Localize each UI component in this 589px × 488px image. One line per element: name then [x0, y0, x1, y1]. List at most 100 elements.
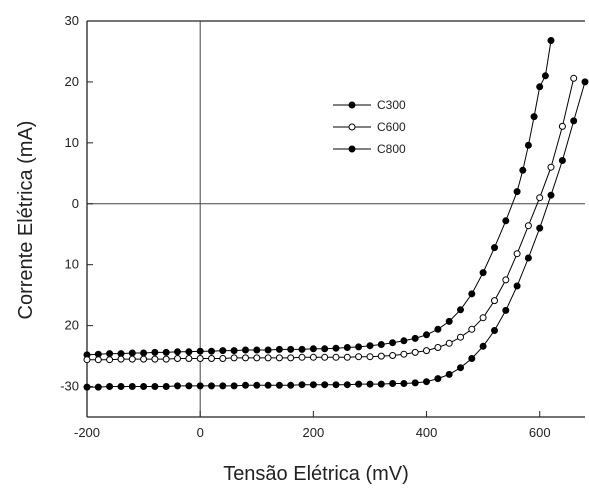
data-point-c800	[106, 383, 114, 390]
data-point-c600	[536, 194, 544, 202]
data-point-c300	[524, 141, 532, 149]
x-tick-label: 400	[416, 425, 438, 440]
data-point-c800	[264, 381, 272, 389]
data-point-c300	[275, 345, 283, 353]
data-point-c300	[400, 337, 408, 345]
data-point-c800	[253, 381, 261, 389]
plot-frame	[86, 20, 585, 418]
data-point-c800	[298, 381, 306, 389]
data-point-c600	[275, 354, 283, 362]
data-point-c300	[513, 188, 521, 196]
data-point-c600	[491, 297, 498, 305]
data-point-c300	[457, 306, 464, 314]
y-tick-label: 20	[65, 318, 79, 333]
data-point-c300	[541, 72, 549, 80]
data-point-c300	[140, 349, 148, 357]
data-point-c800	[208, 382, 215, 390]
data-point-c600	[83, 356, 91, 364]
data-point-c600	[366, 353, 374, 361]
data-point-c300	[174, 348, 181, 356]
data-point-c600	[106, 356, 114, 364]
data-point-c800	[491, 327, 498, 334]
data-point-c300	[162, 348, 170, 356]
data-point-c600	[264, 354, 272, 362]
data-point-c800	[457, 364, 464, 372]
data-point-c600	[547, 163, 555, 171]
data-point-c600	[479, 314, 487, 322]
data-point-c800	[570, 117, 578, 125]
data-point-c800	[355, 380, 363, 388]
data-point-c300	[343, 344, 351, 351]
data-point-c300	[355, 343, 363, 351]
data-point-c600	[377, 352, 385, 360]
data-point-c600	[151, 355, 159, 363]
data-point-c600	[502, 276, 510, 284]
data-point-c800	[423, 378, 430, 386]
data-point-c600	[355, 353, 363, 361]
legend-marker-c600	[348, 123, 356, 131]
data-point-c800	[128, 383, 136, 390]
x-tick-label: 200	[303, 425, 325, 440]
data-point-c800	[309, 381, 317, 389]
data-point-c800	[321, 381, 329, 389]
data-point-c800	[513, 282, 521, 290]
series-c300	[83, 37, 555, 359]
data-point-c300	[519, 166, 527, 174]
data-point-c800	[558, 157, 566, 164]
data-point-c300	[491, 244, 498, 252]
x-tick-label: 600	[529, 425, 551, 440]
data-point-c300	[128, 349, 136, 357]
data-point-c300	[230, 347, 238, 355]
data-point-c300	[298, 345, 306, 353]
data-point-c800	[377, 380, 385, 388]
data-point-c600	[242, 354, 249, 362]
data-point-c800	[242, 381, 249, 389]
data-point-c300	[219, 347, 227, 355]
data-point-c600	[411, 348, 419, 356]
data-point-c600	[457, 333, 464, 341]
data-point-c600	[321, 353, 329, 361]
legend-marker-c800	[348, 145, 356, 153]
y-tick-label: 10	[65, 135, 79, 150]
data-point-c300	[468, 290, 476, 298]
data-point-c800	[94, 383, 102, 391]
data-point-c800	[343, 381, 351, 389]
data-point-c800	[400, 380, 408, 387]
data-point-c300	[242, 346, 249, 354]
data-point-c300	[536, 83, 544, 91]
data-point-c600	[389, 352, 397, 359]
data-point-c600	[196, 355, 204, 362]
y-axis-title: Corrente Elétrica (mA)	[15, 121, 37, 320]
data-point-c600	[558, 122, 566, 130]
data-point-c300	[287, 345, 295, 353]
data-point-c300	[106, 350, 114, 358]
data-point-c800	[411, 379, 419, 387]
data-point-c600	[94, 356, 102, 364]
data-point-c300	[309, 345, 317, 353]
x-tick-label: 0	[197, 425, 204, 440]
data-point-c300	[423, 331, 430, 339]
data-point-c800	[174, 382, 181, 390]
y-tick-label: 20	[65, 74, 79, 89]
data-point-c300	[208, 347, 215, 355]
legend-label-c800: C800	[377, 142, 406, 156]
data-point-c800	[581, 78, 589, 86]
data-point-c300	[185, 348, 193, 356]
data-point-c800	[275, 381, 283, 389]
data-point-c300	[332, 344, 340, 352]
data-point-c800	[445, 370, 453, 378]
data-point-c600	[117, 355, 125, 363]
data-point-c800	[434, 375, 442, 383]
data-point-c600	[219, 355, 227, 362]
data-point-c600	[128, 355, 136, 363]
data-point-c800	[536, 224, 544, 232]
data-point-c300	[321, 345, 329, 353]
data-point-c600	[468, 325, 476, 333]
data-point-c600	[343, 353, 351, 361]
data-point-c600	[434, 344, 442, 351]
data-point-c300	[530, 113, 538, 121]
data-point-c800	[524, 254, 532, 262]
data-point-c800	[502, 306, 510, 314]
data-point-c300	[411, 334, 419, 342]
